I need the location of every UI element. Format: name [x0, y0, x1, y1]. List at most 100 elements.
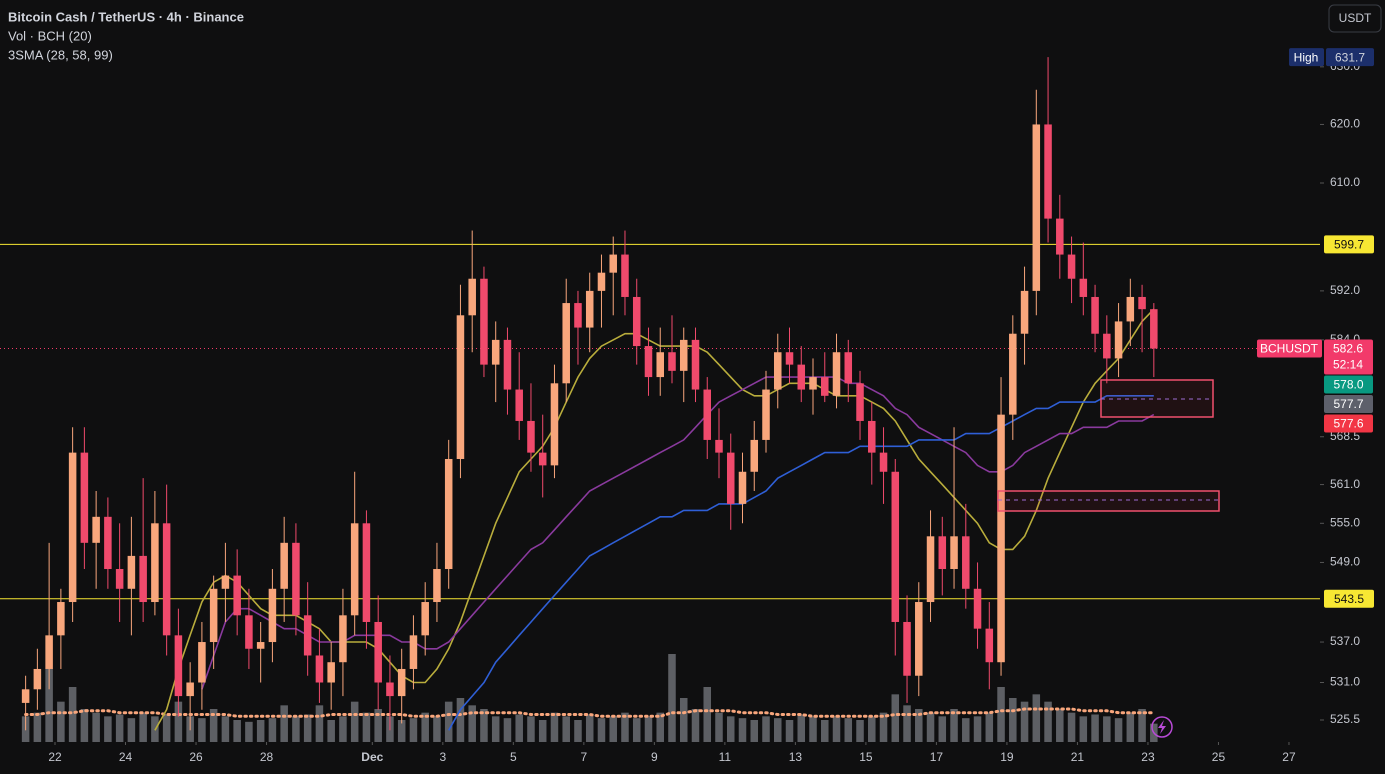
candle-body [868, 420, 876, 453]
y-tick-label: 525.5 [1330, 712, 1360, 726]
candle-body [656, 352, 664, 378]
candle-body [903, 621, 911, 676]
candle-body [773, 352, 782, 390]
x-tick-label: 17 [930, 750, 944, 764]
volume-bar [456, 698, 465, 742]
high-badge-bg [1326, 48, 1374, 67]
volume-bar [433, 716, 441, 742]
candle-body [421, 602, 429, 636]
volume-bar [256, 720, 265, 742]
candle-body [350, 523, 359, 616]
x-tick-label: 3 [439, 750, 446, 764]
volume-bar [139, 712, 147, 742]
volume-bar [327, 720, 335, 742]
candle-body [715, 439, 723, 453]
volume-bar [997, 687, 1005, 742]
volume-bar [292, 716, 300, 742]
candle-body [879, 452, 888, 472]
volume-bar [926, 712, 935, 742]
price-badge: 577.6 [1333, 417, 1363, 431]
candle-body [515, 389, 523, 421]
volume-bar [491, 716, 500, 742]
candle-body [632, 296, 641, 347]
volume-bar [1126, 712, 1135, 742]
candle-body [574, 303, 582, 328]
candle-body [550, 383, 559, 466]
alert-bolt [1158, 720, 1166, 734]
candle-body [1079, 278, 1088, 297]
candle-body [480, 278, 488, 365]
sma-line [448, 395, 1154, 731]
y-tick-label: 549.0 [1330, 555, 1360, 569]
volume-bar [68, 687, 77, 742]
y-tick-label: 531.0 [1330, 675, 1360, 689]
volume-bar [1056, 709, 1064, 742]
chart-title: Bitcoin Cash / TetherUS · 4h · Binance [8, 9, 244, 24]
candle-body [327, 662, 335, 683]
x-tick-label: Dec [361, 750, 383, 764]
zone-box [997, 490, 1220, 512]
volume-bar [773, 718, 782, 742]
x-tick-label: 28 [260, 750, 274, 764]
volume-bar [844, 718, 853, 742]
candle-body [33, 668, 42, 690]
candle-body [973, 588, 982, 629]
candle-body [1138, 296, 1146, 310]
volume-bar [973, 716, 982, 742]
candle-body [821, 377, 829, 396]
x-tick-label: 5 [510, 750, 517, 764]
x-tick-label: 22 [48, 750, 62, 764]
candle-body [1067, 254, 1076, 279]
volume-bar [174, 701, 183, 742]
symbol-badge-bg [1257, 339, 1322, 358]
candle-body [104, 516, 112, 570]
currency-button[interactable] [1328, 4, 1382, 33]
price-badge-bg [1324, 375, 1373, 394]
volume-bar [1067, 712, 1076, 742]
volume-bar [656, 712, 664, 742]
candle-body [80, 452, 89, 543]
candle-body [503, 339, 512, 390]
price-axis: 630.0620.0610.0592.0584.0568.5561.0555.0… [48, 48, 1374, 764]
x-tick-label: 24 [119, 750, 133, 764]
candle-body [374, 621, 382, 683]
level-badge-bg [1324, 589, 1374, 608]
candle-body [856, 383, 864, 421]
volume-bar [950, 709, 958, 742]
candle-body [997, 414, 1005, 663]
candle-body [1020, 290, 1029, 334]
candle-body [644, 346, 653, 378]
candle-body [233, 575, 241, 616]
candle-body [809, 377, 817, 390]
last-price: 582.6 [1333, 342, 1363, 356]
candle-body [597, 272, 606, 291]
high-badge: 631.7 [1335, 50, 1365, 64]
x-tick-label: 23 [1141, 750, 1155, 764]
volume-bar [809, 716, 817, 742]
volume-bar [938, 716, 947, 742]
candle-body [256, 642, 265, 649]
volume-bar [397, 720, 406, 742]
volume-bar [762, 716, 770, 742]
plot-area [0, 57, 1320, 742]
candle-body [1009, 333, 1017, 415]
volume-bar [468, 705, 476, 742]
volume-bar [562, 716, 570, 742]
candle-body [1114, 321, 1123, 359]
candle-body [362, 523, 371, 622]
candle-body [209, 588, 218, 643]
candle-body [962, 536, 970, 589]
volume-bar [915, 709, 923, 742]
candle-body [303, 615, 312, 656]
y-tick-label: 561.0 [1330, 477, 1360, 491]
alert-icon[interactable] [1151, 716, 1173, 738]
y-tick-label: 610.0 [1330, 175, 1360, 189]
candle-body [832, 352, 841, 396]
candle-body [280, 542, 288, 589]
candle-body [21, 689, 30, 703]
candle-body [562, 303, 570, 384]
x-tick-label: 25 [1212, 750, 1226, 764]
candle-body [409, 635, 418, 669]
candle-body [198, 642, 206, 683]
candle-body [762, 389, 770, 440]
